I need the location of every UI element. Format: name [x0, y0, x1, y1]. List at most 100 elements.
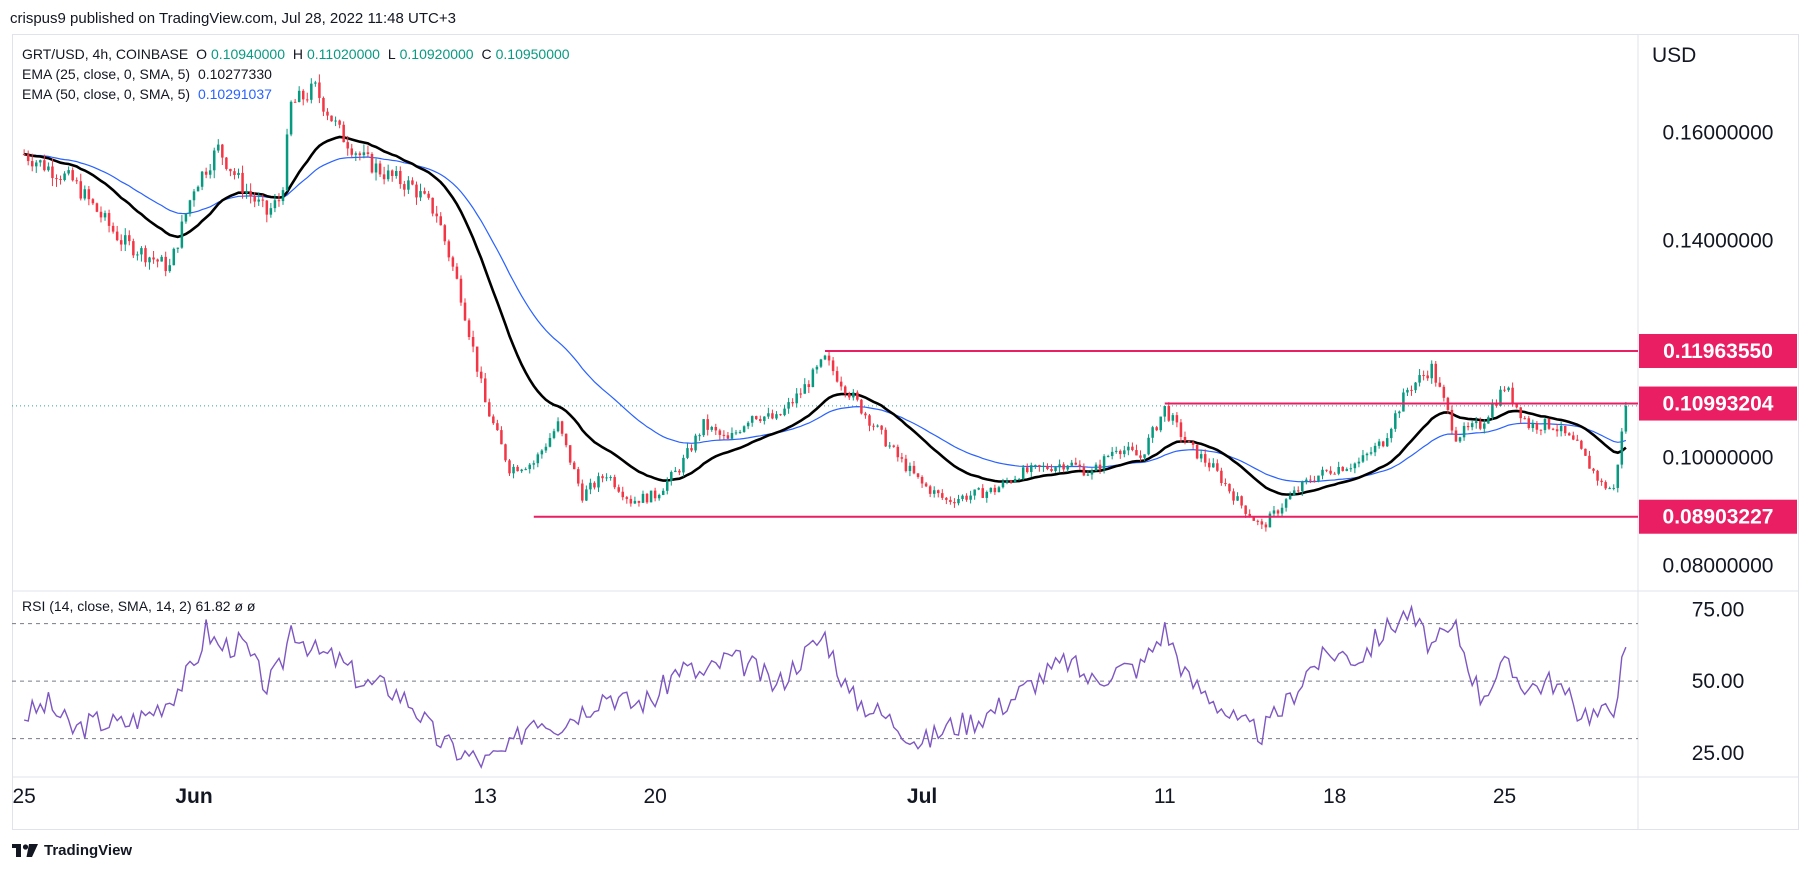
candle-body [1341, 466, 1344, 471]
candle-body [754, 416, 758, 420]
candle [451, 255, 455, 271]
candle [601, 474, 604, 483]
candle [686, 443, 689, 460]
candle-body [920, 476, 924, 484]
candle-body [1179, 422, 1183, 437]
candle [1232, 488, 1235, 505]
candle-body [496, 423, 499, 431]
candle-body [884, 429, 887, 447]
high-label: H [292, 46, 303, 62]
candle [924, 482, 928, 488]
candle-body [136, 254, 139, 256]
candle [694, 433, 697, 453]
candle [1236, 492, 1239, 501]
candle [1114, 446, 1118, 454]
candle [301, 89, 305, 106]
candle [864, 411, 867, 419]
candle-body [783, 408, 786, 416]
candle-body [1013, 479, 1017, 483]
candle [1131, 442, 1134, 452]
candle-body [140, 248, 143, 255]
candle [265, 200, 269, 223]
candle [1175, 412, 1179, 428]
candle-body [674, 470, 677, 473]
candle-body [1503, 389, 1506, 391]
candle [1414, 381, 1417, 394]
candle-body [1054, 467, 1057, 472]
candle-body [953, 502, 956, 504]
candle-body [1232, 491, 1235, 501]
candle-body [1280, 507, 1284, 514]
candle [237, 168, 240, 179]
time-tick-label: 11 [1154, 785, 1176, 808]
price-level-badge [1639, 386, 1797, 421]
candle-body [310, 83, 313, 100]
candle-body [670, 472, 673, 481]
ohlc-row: GRT/USD, 4h, COINBASE O 0.10940000 H 0.110… [22, 44, 574, 64]
candle [411, 177, 414, 186]
candle [204, 167, 208, 179]
candle-body [860, 399, 863, 414]
candle-body [1426, 375, 1429, 379]
candle [1402, 388, 1405, 412]
candle-body [1580, 440, 1583, 449]
candle-body [95, 203, 99, 212]
candle [508, 458, 511, 476]
candle [79, 173, 83, 201]
candle [140, 246, 143, 262]
candle-body [1499, 389, 1502, 406]
candle [1086, 470, 1090, 477]
ema50-layer [24, 153, 1627, 483]
footer-brand[interactable]: TradingView [12, 842, 132, 859]
symbol-label: GRT/USD, 4h, COINBASE [22, 46, 189, 62]
candle [1418, 369, 1421, 387]
candle-body [253, 196, 256, 202]
candle-layer [22, 74, 1628, 532]
candle [1070, 459, 1073, 467]
candle [415, 181, 418, 205]
candle-body [977, 488, 980, 490]
rsi-line [23, 604, 1627, 770]
candle [152, 251, 155, 264]
candle-body [1462, 425, 1466, 438]
candle [722, 430, 726, 440]
candle-body [1203, 454, 1207, 463]
candle-body [1228, 483, 1231, 492]
candle-body [208, 170, 212, 175]
candle-body [653, 490, 657, 499]
candle [1090, 468, 1094, 480]
candle-body [1624, 405, 1628, 432]
time-tick-label: 25 [1493, 785, 1516, 808]
candle-body [1163, 406, 1167, 417]
candle [306, 92, 309, 103]
candle [803, 378, 807, 394]
candle-body [407, 180, 410, 190]
candle [180, 215, 184, 249]
candle-body [1612, 487, 1615, 489]
candle-body [75, 180, 78, 182]
candle [394, 166, 398, 179]
candle [1580, 439, 1583, 450]
ema25-line [23, 135, 1627, 496]
candle [977, 487, 980, 491]
candle [342, 121, 345, 143]
candle-body [1260, 521, 1264, 525]
candle [678, 469, 681, 476]
candle [835, 366, 839, 383]
candle-body [572, 462, 576, 470]
candle-body [1098, 464, 1102, 470]
candle [961, 494, 964, 502]
candle-body [1171, 415, 1175, 421]
candle-body [629, 498, 633, 504]
candle-body [649, 490, 653, 503]
candle [1377, 438, 1381, 449]
candle [1361, 449, 1365, 464]
candle [35, 160, 38, 173]
candle [1098, 459, 1102, 474]
candle-body [1414, 382, 1417, 391]
candle-body [1050, 469, 1053, 472]
candle [447, 239, 451, 262]
candle [1539, 429, 1543, 436]
candle [1442, 384, 1446, 402]
